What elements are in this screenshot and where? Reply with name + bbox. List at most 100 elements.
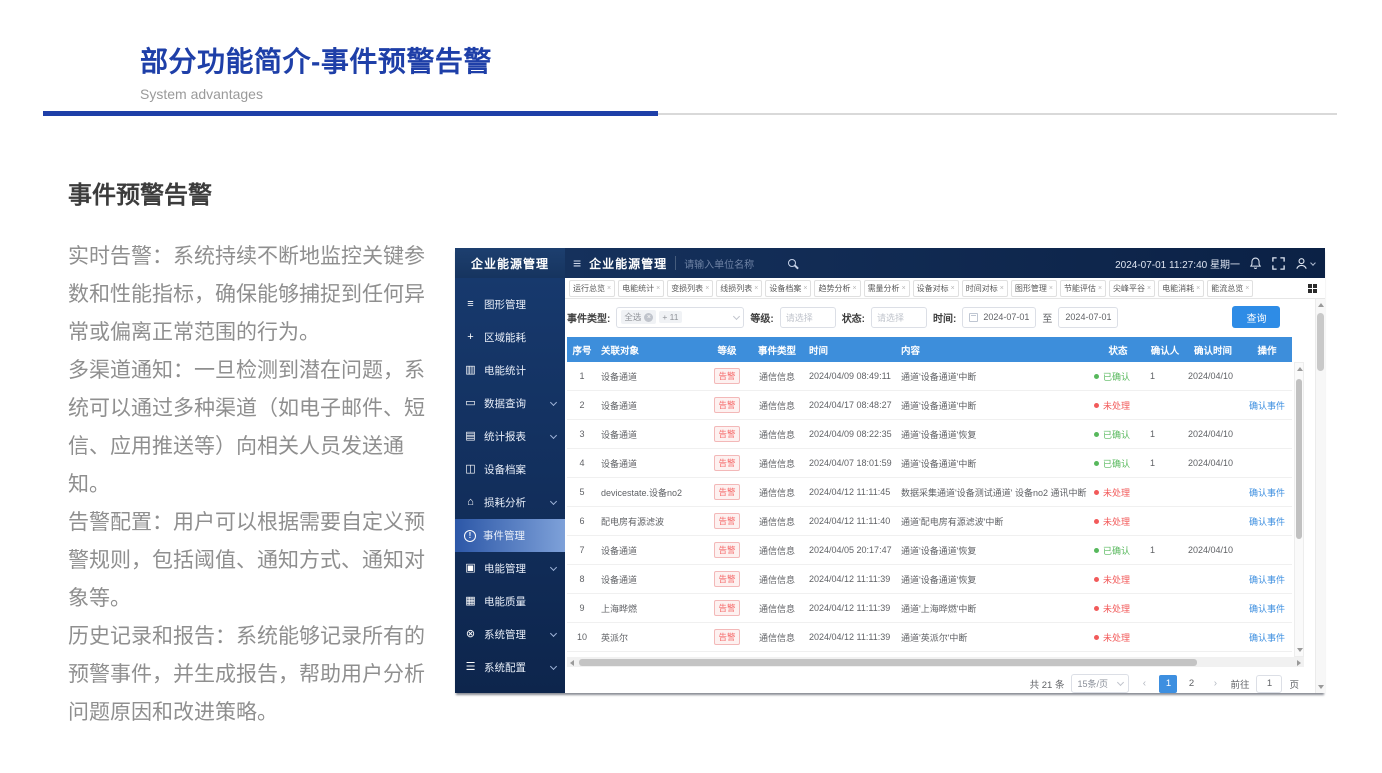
date-from-input[interactable]: 2024-07-01 xyxy=(962,306,1037,328)
tab-线损列表[interactable]: 线损列表 × xyxy=(716,279,763,297)
sidebar-item-损耗分析[interactable]: ⌂ 损耗分析 xyxy=(455,486,565,519)
scroll-down-icon[interactable] xyxy=(1318,685,1324,689)
tab-时间对标[interactable]: 时间对标 × xyxy=(961,279,1008,297)
tab-电能统计[interactable]: 电能统计 × xyxy=(618,279,665,297)
tag-close-icon[interactable]: × xyxy=(644,312,654,322)
confirm-time: 2024/04/10 xyxy=(1188,458,1234,468)
tab-变损列表[interactable]: 变损列表 × xyxy=(667,279,714,297)
sidebar-item-电能质量[interactable]: ▦ 电能质量 xyxy=(455,585,565,618)
tab-图形管理[interactable]: 图形管理 × xyxy=(1010,279,1057,297)
tab-节能评估[interactable]: 节能评估 × xyxy=(1059,279,1107,297)
region-icon: + xyxy=(467,331,474,343)
confirm-event-link[interactable]: 确认事件 xyxy=(1248,400,1285,411)
sidebar-item-数据查询[interactable]: ▭ 数据查询 xyxy=(455,387,565,420)
scrollbar-thumb[interactable] xyxy=(1296,379,1302,539)
date-to-input[interactable]: 2024-07-01 xyxy=(1058,306,1119,328)
tab-close-icon[interactable]: × xyxy=(999,284,1004,292)
sidebar-item-区域能耗[interactable]: + 区域能耗 xyxy=(455,321,565,354)
scroll-up-icon[interactable] xyxy=(1318,303,1324,307)
row-number: 9 xyxy=(579,603,585,613)
confirm-event-link[interactable]: 确认事件 xyxy=(1248,574,1285,585)
sidebar-item-电能管理[interactable]: ▣ 电能管理 xyxy=(455,552,565,585)
tab-设备对标[interactable]: 设备对标 × xyxy=(912,279,959,297)
sidebar-item-统计报表[interactable]: ▤ 统计报表 xyxy=(455,420,565,453)
tab-设备档案[interactable]: 设备档案 × xyxy=(765,279,812,297)
status-text: 已确认 xyxy=(1103,429,1131,440)
page-button-2[interactable]: 2 xyxy=(1188,678,1195,689)
confirm-event-link[interactable]: 确认事件 xyxy=(1248,603,1285,614)
goto-page-input[interactable]: 1 xyxy=(1256,674,1283,693)
fullscreen-icon[interactable] xyxy=(1271,256,1286,271)
scroll-down-icon[interactable] xyxy=(1297,648,1303,652)
tab-需量分析[interactable]: 需量分析 × xyxy=(863,279,910,297)
tab-close-icon[interactable]: × xyxy=(950,284,955,292)
tab-close-icon[interactable]: × xyxy=(1147,284,1152,292)
sidebar-item-系统配置[interactable]: ☰ 系统配置 xyxy=(455,651,565,684)
sidebar-item-图形管理[interactable]: ≡ 图形管理 xyxy=(455,288,565,321)
tab-趋势分析[interactable]: 趋势分析 × xyxy=(814,279,861,297)
event-type: 通信信息 xyxy=(758,458,795,469)
page-vertical-scrollbar[interactable] xyxy=(1315,299,1325,693)
user-menu[interactable] xyxy=(1294,256,1316,271)
level-select[interactable]: 请选择 xyxy=(779,306,836,328)
status-dot-icon xyxy=(1094,460,1099,466)
grid-layout-icon[interactable] xyxy=(1307,283,1319,293)
tab-运行总览[interactable]: 运行总览 × xyxy=(569,279,616,297)
level-cell: 告警 xyxy=(705,629,749,645)
hamburger-icon[interactable]: ≡ xyxy=(573,255,582,271)
table-row: 10 英派尔 告警 通信信息 2024/04/12 11:11:39 通道'英派尔'中断 未… xyxy=(567,623,1292,652)
tab-能流总览[interactable]: 能流总览 × xyxy=(1207,279,1254,297)
app-screenshot: 企业能源管理 ≡ 企业能源管理 请输入单位名称 2024-07-01 11:27… xyxy=(455,248,1325,693)
sidebar-item-设备档案[interactable]: ◫ 设备档案 xyxy=(455,453,565,486)
tab-label: 趋势分析 xyxy=(818,283,851,293)
next-page-button[interactable]: › xyxy=(1213,678,1218,689)
search-icon[interactable] xyxy=(788,259,797,267)
tab-close-icon[interactable]: × xyxy=(1245,284,1250,292)
tab-close-icon[interactable]: × xyxy=(607,284,612,292)
scrollbar-thumb[interactable] xyxy=(579,658,1197,666)
bell-icon[interactable] xyxy=(1248,256,1263,271)
sidebar-item-事件管理[interactable]: ! 事件管理 xyxy=(455,519,565,552)
status-badge: 未处理 xyxy=(1090,486,1146,499)
tab-close-icon[interactable]: × xyxy=(705,284,710,292)
tab-close-icon[interactable]: × xyxy=(656,284,661,292)
row-number: 1 xyxy=(579,371,585,381)
total-count: 共 21 条 xyxy=(1029,679,1065,691)
table-row: 4 设备通道 告警 通信信息 2024/04/07 18:01:59 通道'设备通道'中断… xyxy=(567,449,1292,478)
prev-page-button[interactable]: ‹ xyxy=(1142,678,1147,689)
sidebar-item-label: 系统管理 xyxy=(484,629,526,641)
tab-close-icon[interactable]: × xyxy=(803,284,808,292)
table-vertical-scrollbar[interactable] xyxy=(1294,362,1304,657)
tab-尖峰平谷[interactable]: 尖峰平谷 × xyxy=(1109,279,1156,297)
search-input[interactable]: 请输入单位名称 xyxy=(684,259,755,271)
tab-close-icon[interactable]: × xyxy=(1196,284,1201,292)
tab-电能消耗[interactable]: 电能消耗 × xyxy=(1158,279,1205,297)
scroll-up-icon[interactable] xyxy=(1297,367,1303,371)
quality-icon: ▦ xyxy=(465,595,476,607)
chevron-down-icon xyxy=(549,431,558,440)
query-button[interactable]: 查询 xyxy=(1232,306,1281,328)
status-select[interactable]: 请选择 xyxy=(871,306,928,328)
tab-close-icon[interactable]: × xyxy=(754,284,759,292)
sidebar-item-系统管理[interactable]: ⊗ 系统管理 xyxy=(455,618,565,651)
tab-close-icon[interactable]: × xyxy=(852,284,857,292)
scroll-right-icon[interactable] xyxy=(1297,659,1301,666)
alarm-badge: 告警 xyxy=(714,542,740,558)
scrollbar-thumb[interactable] xyxy=(1317,313,1324,371)
tab-close-icon[interactable]: × xyxy=(1097,284,1103,292)
scroll-left-icon[interactable] xyxy=(570,659,574,666)
tab-close-icon[interactable]: × xyxy=(901,284,906,292)
confirm-event-link[interactable]: 确认事件 xyxy=(1248,487,1285,498)
bank-icon: ⌂ xyxy=(467,496,474,508)
selected-tag: 全选 × xyxy=(621,310,657,324)
table-horizontal-scrollbar[interactable] xyxy=(567,657,1304,667)
sidebar-item-电能统计[interactable]: ▥ 电能统计 xyxy=(455,354,565,387)
confirm-event-link[interactable]: 确认事件 xyxy=(1248,516,1285,527)
event-type-select[interactable]: 全选 × + 11 xyxy=(616,306,745,328)
confirm-event-link[interactable]: 确认事件 xyxy=(1248,632,1285,643)
paragraph-history: 历史记录和报告：系统能够记录所有的预警事件，并生成报告，帮助用户分析问题原因和改… xyxy=(68,625,425,724)
tab-close-icon[interactable]: × xyxy=(1048,284,1053,292)
column-header: 时间 xyxy=(809,345,829,357)
page-size-select[interactable]: 15条/页 xyxy=(1071,674,1130,693)
page-button-1[interactable]: 1 xyxy=(1159,674,1178,693)
